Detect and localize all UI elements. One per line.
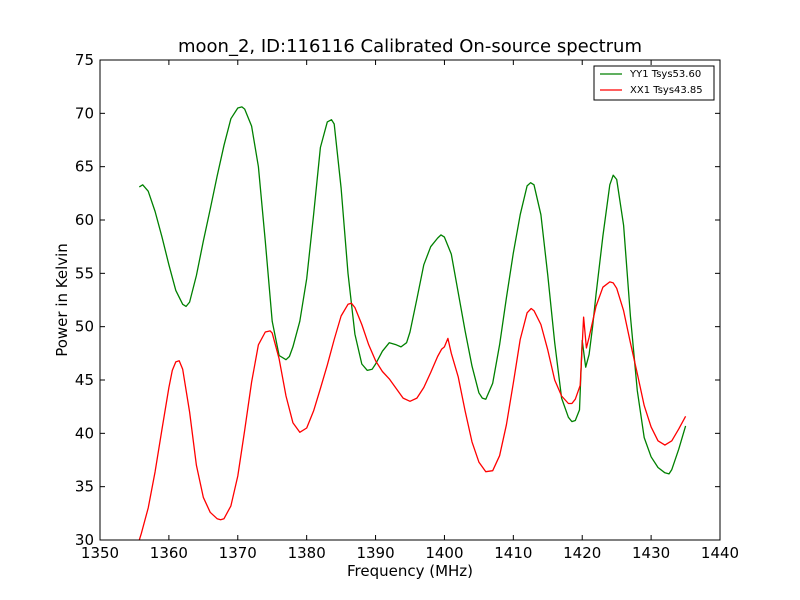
x-tick-label: 1440 bbox=[701, 544, 739, 562]
plot-frame bbox=[99, 59, 721, 541]
x-tick-label: 1400 bbox=[425, 544, 463, 562]
legend-label-yy1: YY1 Tsys53.60 bbox=[629, 69, 701, 80]
y-axis-label: Power in Kelvin bbox=[53, 243, 71, 357]
x-tick-label: 1410 bbox=[494, 544, 532, 562]
y-tick-label: 55 bbox=[75, 264, 94, 282]
y-tick-label: 75 bbox=[75, 51, 94, 69]
x-tick-label: 1370 bbox=[219, 544, 257, 562]
legend-label-xx1: XX1 Tsys43.85 bbox=[630, 85, 703, 96]
plot-lines bbox=[138, 106, 687, 541]
x-axis-label: Frequency (MHz) bbox=[347, 562, 473, 580]
x-tick-label: 1360 bbox=[150, 544, 188, 562]
x-tick-label: 1430 bbox=[632, 544, 670, 562]
legend: YY1 Tsys53.60 XX1 Tsys43.85 bbox=[593, 65, 715, 101]
legend-box bbox=[593, 65, 715, 101]
x-tick-label: 1390 bbox=[356, 544, 394, 562]
y-tick-label: 30 bbox=[75, 531, 94, 549]
y-axis: 30 35 40 45 50 55 60 65 70 75 bbox=[75, 51, 720, 549]
y-tick-label: 60 bbox=[75, 211, 94, 229]
x-tick-label: 1420 bbox=[563, 544, 601, 562]
y-tick-label: 50 bbox=[75, 318, 94, 336]
chart-title: moon_2, ID:116116 Calibrated On-source s… bbox=[178, 36, 642, 57]
y-tick-label: 45 bbox=[75, 371, 94, 389]
x-axis: 1350 1360 1370 1380 1390 1400 1410 1420 1430 1440 bbox=[81, 60, 739, 562]
y-tick-label: 35 bbox=[75, 478, 94, 496]
x-tick-label: 1350 bbox=[81, 544, 119, 562]
y-tick-label: 70 bbox=[75, 104, 94, 122]
y-tick-label: 40 bbox=[75, 424, 94, 442]
y-tick-label: 65 bbox=[75, 158, 94, 176]
series-line-1 bbox=[138, 281, 687, 541]
x-tick-label: 1380 bbox=[288, 544, 326, 562]
